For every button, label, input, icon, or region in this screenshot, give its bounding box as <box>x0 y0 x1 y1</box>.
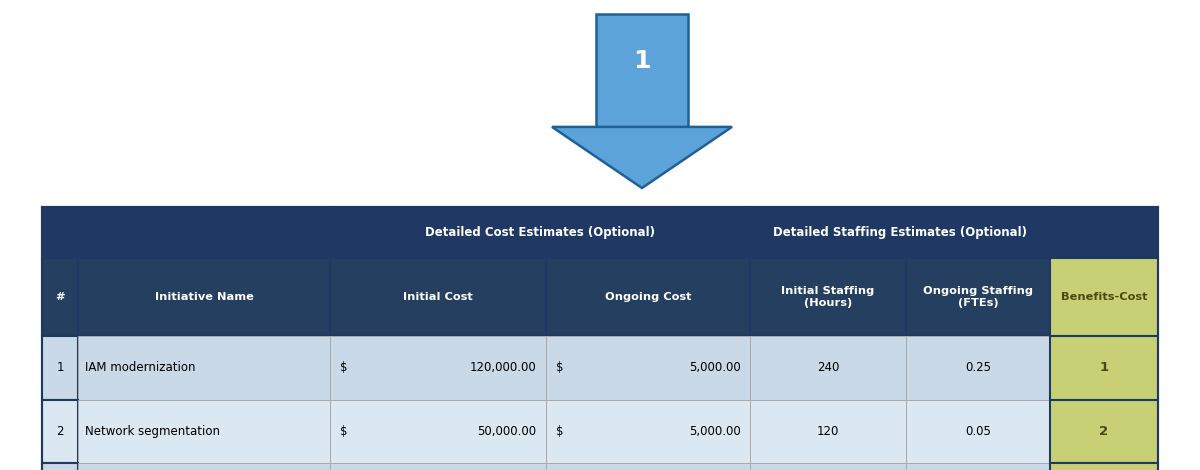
Text: Initial Staffing
(Hours): Initial Staffing (Hours) <box>781 286 875 308</box>
Bar <box>42 336 78 400</box>
Bar <box>78 463 330 470</box>
Bar <box>330 336 546 400</box>
Bar <box>42 207 330 258</box>
Bar <box>1050 258 1158 336</box>
Bar <box>546 258 750 336</box>
Text: 2: 2 <box>56 425 64 438</box>
Text: 1: 1 <box>56 361 64 374</box>
Bar <box>546 336 750 400</box>
Bar <box>906 400 1050 463</box>
Bar <box>546 463 750 470</box>
Text: 2: 2 <box>1099 425 1109 438</box>
Text: Initiative Name: Initiative Name <box>155 292 253 302</box>
Text: #: # <box>55 292 65 302</box>
Text: Benefits-Cost: Benefits-Cost <box>1061 292 1147 302</box>
Bar <box>78 258 330 336</box>
Text: 0.05: 0.05 <box>965 425 991 438</box>
Bar <box>78 400 330 463</box>
Text: Initial Cost: Initial Cost <box>403 292 473 302</box>
Bar <box>330 400 546 463</box>
Bar <box>1050 400 1158 463</box>
Bar <box>330 207 750 258</box>
Text: 120: 120 <box>817 425 839 438</box>
Bar <box>1050 463 1158 470</box>
Polygon shape <box>552 127 732 188</box>
Bar <box>750 207 1050 258</box>
Bar <box>546 400 750 463</box>
Text: $: $ <box>340 425 347 438</box>
Bar <box>42 400 78 463</box>
Bar <box>906 336 1050 400</box>
Text: 1: 1 <box>1099 361 1109 374</box>
Text: 5,000.00: 5,000.00 <box>689 425 740 438</box>
Text: Detailed Cost Estimates (Optional): Detailed Cost Estimates (Optional) <box>425 226 655 239</box>
Text: 50,000.00: 50,000.00 <box>478 425 536 438</box>
Text: $: $ <box>340 361 347 374</box>
Bar <box>42 463 78 470</box>
Text: IAM modernization: IAM modernization <box>85 361 196 374</box>
Bar <box>78 336 330 400</box>
Bar <box>330 463 546 470</box>
Text: 240: 240 <box>817 361 839 374</box>
Bar <box>750 400 906 463</box>
Bar <box>750 463 906 470</box>
Bar <box>750 258 906 336</box>
Bar <box>1050 336 1158 400</box>
Bar <box>42 258 78 336</box>
Bar <box>330 258 546 336</box>
Text: Detailed Staffing Estimates (Optional): Detailed Staffing Estimates (Optional) <box>773 226 1027 239</box>
Bar <box>596 14 688 127</box>
Bar <box>1050 207 1158 258</box>
Text: 5,000.00: 5,000.00 <box>689 361 740 374</box>
Text: Network segmentation: Network segmentation <box>85 425 221 438</box>
Text: Ongoing Staffing
(FTEs): Ongoing Staffing (FTEs) <box>923 286 1033 308</box>
Bar <box>906 463 1050 470</box>
Text: 1: 1 <box>634 49 650 73</box>
Bar <box>750 336 906 400</box>
Text: $: $ <box>556 425 563 438</box>
Text: 0.25: 0.25 <box>965 361 991 374</box>
Text: $: $ <box>556 361 563 374</box>
Bar <box>906 258 1050 336</box>
Text: 120,000.00: 120,000.00 <box>469 361 536 374</box>
Text: Ongoing Cost: Ongoing Cost <box>605 292 691 302</box>
